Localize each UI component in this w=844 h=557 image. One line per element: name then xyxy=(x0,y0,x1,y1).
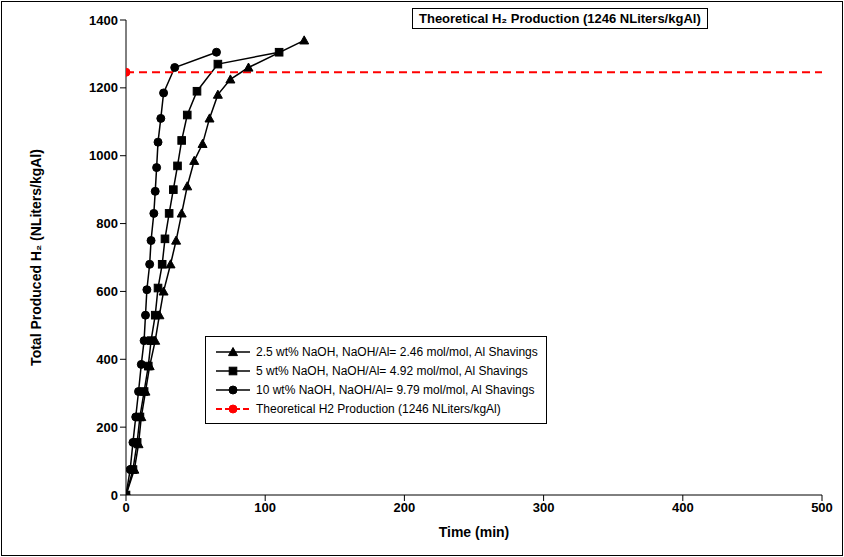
svg-text:400: 400 xyxy=(96,352,118,367)
svg-text:200: 200 xyxy=(96,420,118,435)
svg-text:Total Produced H₂ (NLiters/kgA: Total Produced H₂ (NLiters/kgAl) xyxy=(28,149,44,366)
svg-text:200: 200 xyxy=(394,500,416,515)
svg-text:600: 600 xyxy=(96,284,118,299)
html-text:2.5 wt% NaOH, NaOH/Al= 2.46 mo: 2.5 wt% NaOH, NaOH/Al= 2.46 mol/mol, Al … xyxy=(256,344,538,359)
html-text:10 wt% NaOH, NaOH/Al= 9.79 mol: 10 wt% NaOH, NaOH/Al= 9.79 mol/mol, Al S… xyxy=(256,382,535,397)
svg-text:Time (min): Time (min) xyxy=(439,524,510,540)
svg-text:1400: 1400 xyxy=(89,13,118,28)
html-text:Theoretical H2 Production (124: Theoretical H2 Production (1246 NLiters/… xyxy=(256,401,501,416)
svg-text:0: 0 xyxy=(122,500,129,515)
svg-text:500: 500 xyxy=(811,500,833,515)
svg-text:400: 400 xyxy=(672,500,694,515)
svg-text:0: 0 xyxy=(111,488,118,503)
html-text:5 wt% NaOH, NaOH/Al= 4.92 mol/: 5 wt% NaOH, NaOH/Al= 4.92 mol/mol, Al Sh… xyxy=(256,363,528,378)
svg-text:1200: 1200 xyxy=(89,80,118,95)
svg-text:100: 100 xyxy=(254,500,276,515)
svg-text:300: 300 xyxy=(533,500,555,515)
svg-text:1000: 1000 xyxy=(89,148,118,163)
html-text:Theoretical H₂ Production (124: Theoretical H₂ Production (1246 NLiters/… xyxy=(419,11,701,26)
svg-text:800: 800 xyxy=(96,216,118,231)
